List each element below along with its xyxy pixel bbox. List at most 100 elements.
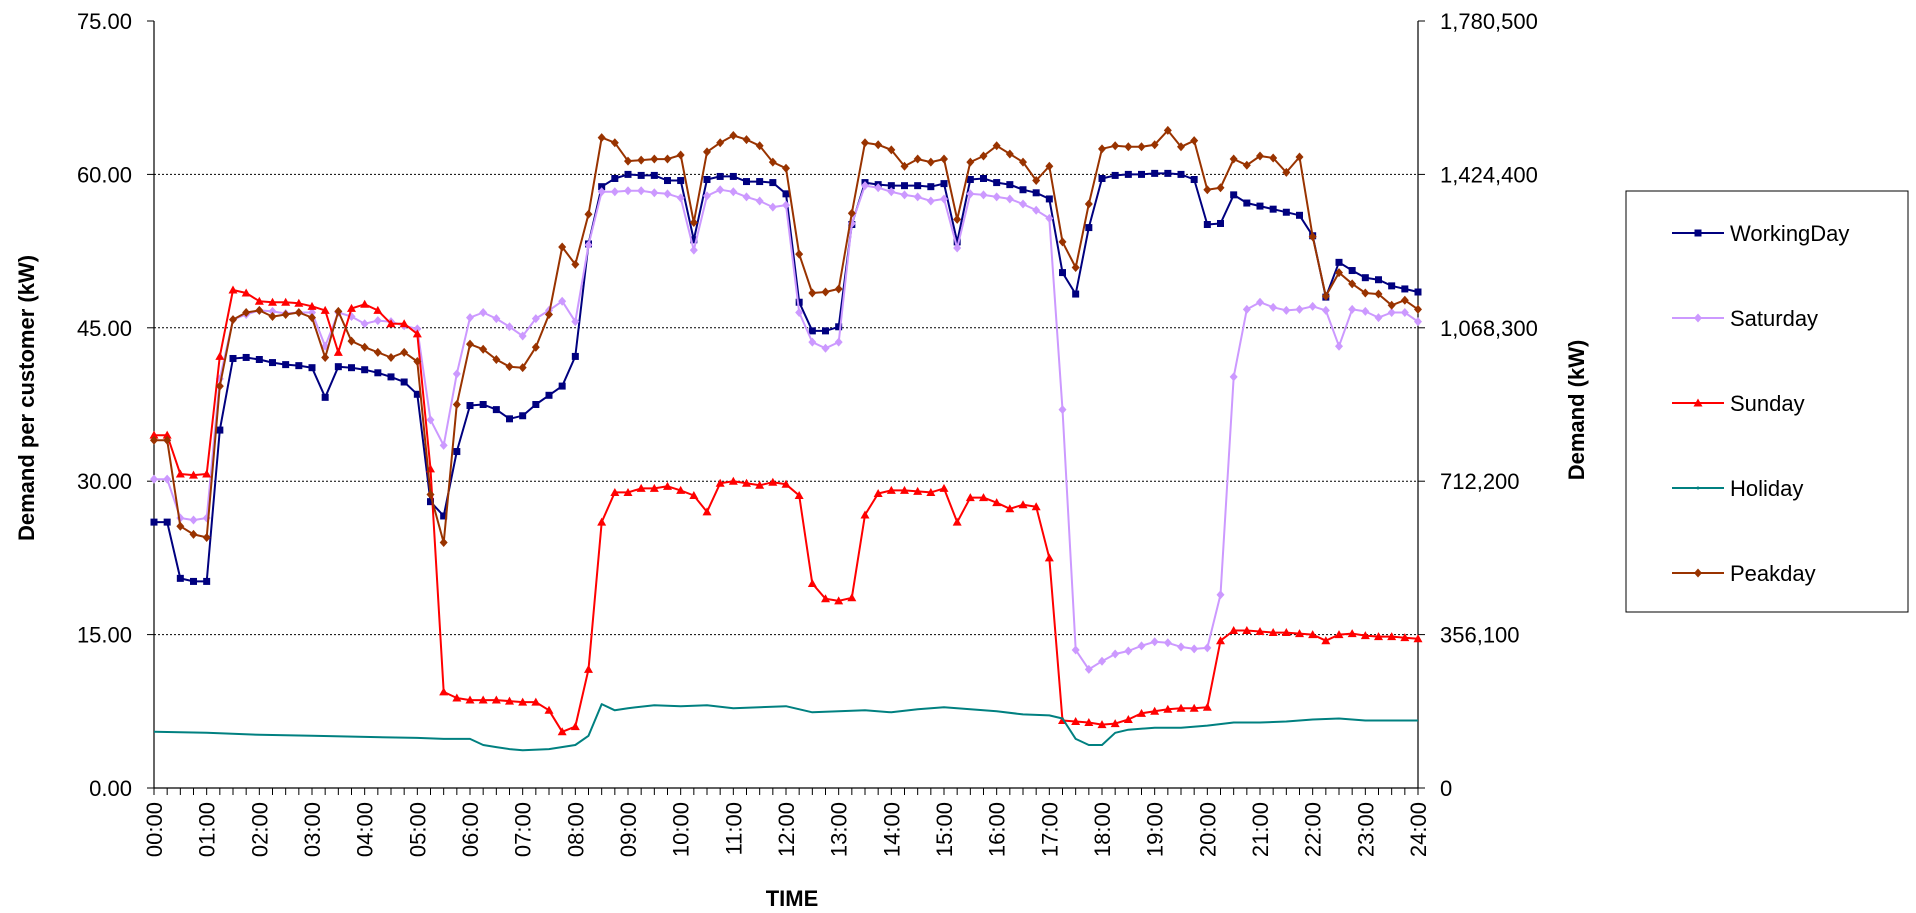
data-point [1282, 208, 1290, 216]
data-point [795, 307, 804, 317]
data-point [1269, 205, 1277, 213]
data-point [1361, 288, 1370, 298]
data-point [216, 426, 224, 434]
x-tick-label: 14:00 [879, 802, 904, 857]
data-point [1413, 634, 1423, 643]
data-point [387, 373, 395, 381]
series-holiday [153, 703, 1418, 752]
data-point [716, 172, 724, 180]
y2-tick-label: 1,068,300 [1440, 316, 1538, 341]
data-point [571, 352, 579, 360]
data-point [1202, 702, 1212, 711]
data-point [650, 188, 659, 198]
data-point [1058, 237, 1067, 247]
data-point [822, 327, 829, 335]
data-point [1189, 703, 1199, 712]
data-point [1348, 267, 1356, 275]
data-point [479, 307, 488, 317]
data-point [426, 489, 435, 499]
data-point [965, 493, 975, 502]
axes [147, 20, 1425, 795]
data-point [584, 664, 593, 673]
data-point [479, 344, 488, 354]
data-point [242, 307, 251, 317]
data-point [702, 507, 712, 516]
data-point [308, 313, 316, 323]
data-point [966, 189, 975, 199]
data-point [1308, 232, 1317, 242]
data-point [254, 296, 264, 305]
data-point [703, 191, 711, 201]
data-point [333, 347, 343, 356]
data-point [373, 347, 382, 357]
x-tick-label: 00:00 [142, 802, 167, 857]
data-point [439, 687, 449, 696]
data-point [189, 515, 198, 525]
data-point [360, 342, 369, 352]
data-point [1229, 154, 1238, 164]
data-point [386, 319, 396, 328]
data-point [927, 183, 935, 191]
data-point [1124, 170, 1132, 178]
data-point [966, 176, 974, 184]
data-point [294, 307, 303, 317]
data-point [440, 512, 448, 520]
data-point [1163, 638, 1172, 648]
data-point [361, 366, 369, 374]
data-point [637, 186, 646, 196]
data-point [782, 200, 790, 210]
data-point [913, 192, 922, 202]
data-point [1387, 632, 1397, 641]
data-point [150, 435, 158, 445]
data-point [545, 391, 553, 399]
data-point [729, 131, 738, 141]
data-point [887, 187, 896, 197]
data-point [808, 337, 817, 347]
data-point [1387, 300, 1396, 310]
data-point [1045, 161, 1054, 171]
data-point [347, 336, 356, 346]
data-point [1693, 398, 1703, 407]
data-point [1374, 313, 1383, 323]
data-point [571, 259, 580, 269]
data-point [1005, 149, 1014, 159]
data-point [1295, 152, 1304, 162]
data-point [992, 192, 1001, 202]
data-point [308, 307, 316, 317]
data-point [1111, 171, 1119, 179]
data-point [1335, 341, 1343, 351]
x-tick-label: 03:00 [300, 802, 325, 857]
data-point [229, 354, 237, 362]
data-point [624, 170, 632, 178]
data-point [1361, 274, 1369, 282]
data-point [913, 154, 922, 164]
data-point [163, 518, 171, 526]
data-point [558, 296, 567, 306]
data-point [1255, 627, 1265, 636]
legend-box [1625, 190, 1909, 613]
data-point [1256, 202, 1264, 210]
data-point [940, 180, 948, 188]
data-point [334, 363, 342, 371]
data-point [1005, 194, 1014, 204]
data-point [795, 298, 803, 306]
data-point [900, 161, 909, 171]
data-point [1123, 714, 1133, 723]
data-point [1203, 221, 1211, 229]
data-point [242, 353, 250, 361]
legend-label: Peakday [1730, 561, 1816, 586]
data-point [506, 415, 513, 423]
data-point [624, 156, 632, 166]
data-point [1190, 136, 1199, 146]
data-point [1150, 140, 1159, 150]
x-tick-label: 16:00 [985, 802, 1010, 857]
data-point [400, 378, 408, 386]
data-point [1295, 629, 1304, 638]
data-point [1059, 269, 1066, 277]
y2-tick-label: 712,200 [1440, 469, 1520, 494]
data-point [228, 285, 238, 294]
y2-tick-label: 1,780,500 [1440, 9, 1538, 34]
legend-label: Saturday [1730, 306, 1818, 331]
data-point [348, 364, 355, 372]
data-point [584, 209, 593, 219]
